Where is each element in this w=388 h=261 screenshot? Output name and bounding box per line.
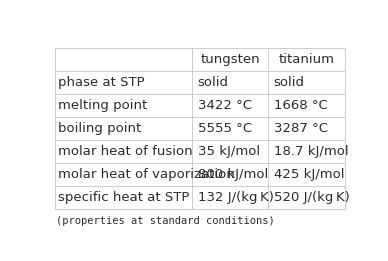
Text: 800 kJ/mol: 800 kJ/mol — [198, 168, 268, 181]
Text: titanium: titanium — [279, 54, 334, 66]
Text: 425 kJ/mol: 425 kJ/mol — [274, 168, 344, 181]
Text: molar heat of vaporization: molar heat of vaporization — [59, 168, 235, 181]
Text: phase at STP: phase at STP — [59, 76, 145, 89]
Text: tungsten: tungsten — [201, 54, 260, 66]
Text: (properties at standard conditions): (properties at standard conditions) — [56, 216, 275, 226]
Text: 3287 °C: 3287 °C — [274, 122, 328, 135]
Text: boiling point: boiling point — [59, 122, 142, 135]
Text: 5555 °C: 5555 °C — [198, 122, 252, 135]
Text: 18.7 kJ/mol: 18.7 kJ/mol — [274, 145, 348, 158]
Text: solid: solid — [198, 76, 229, 89]
Text: 1668 °C: 1668 °C — [274, 99, 327, 112]
Text: 520 J/(kg K): 520 J/(kg K) — [274, 191, 350, 204]
Text: melting point: melting point — [59, 99, 148, 112]
Text: 3422 °C: 3422 °C — [198, 99, 252, 112]
Text: 35 kJ/mol: 35 kJ/mol — [198, 145, 260, 158]
Text: molar heat of fusion: molar heat of fusion — [59, 145, 193, 158]
Text: 132 J/(kg K): 132 J/(kg K) — [198, 191, 274, 204]
Text: specific heat at STP: specific heat at STP — [59, 191, 190, 204]
Text: solid: solid — [274, 76, 305, 89]
